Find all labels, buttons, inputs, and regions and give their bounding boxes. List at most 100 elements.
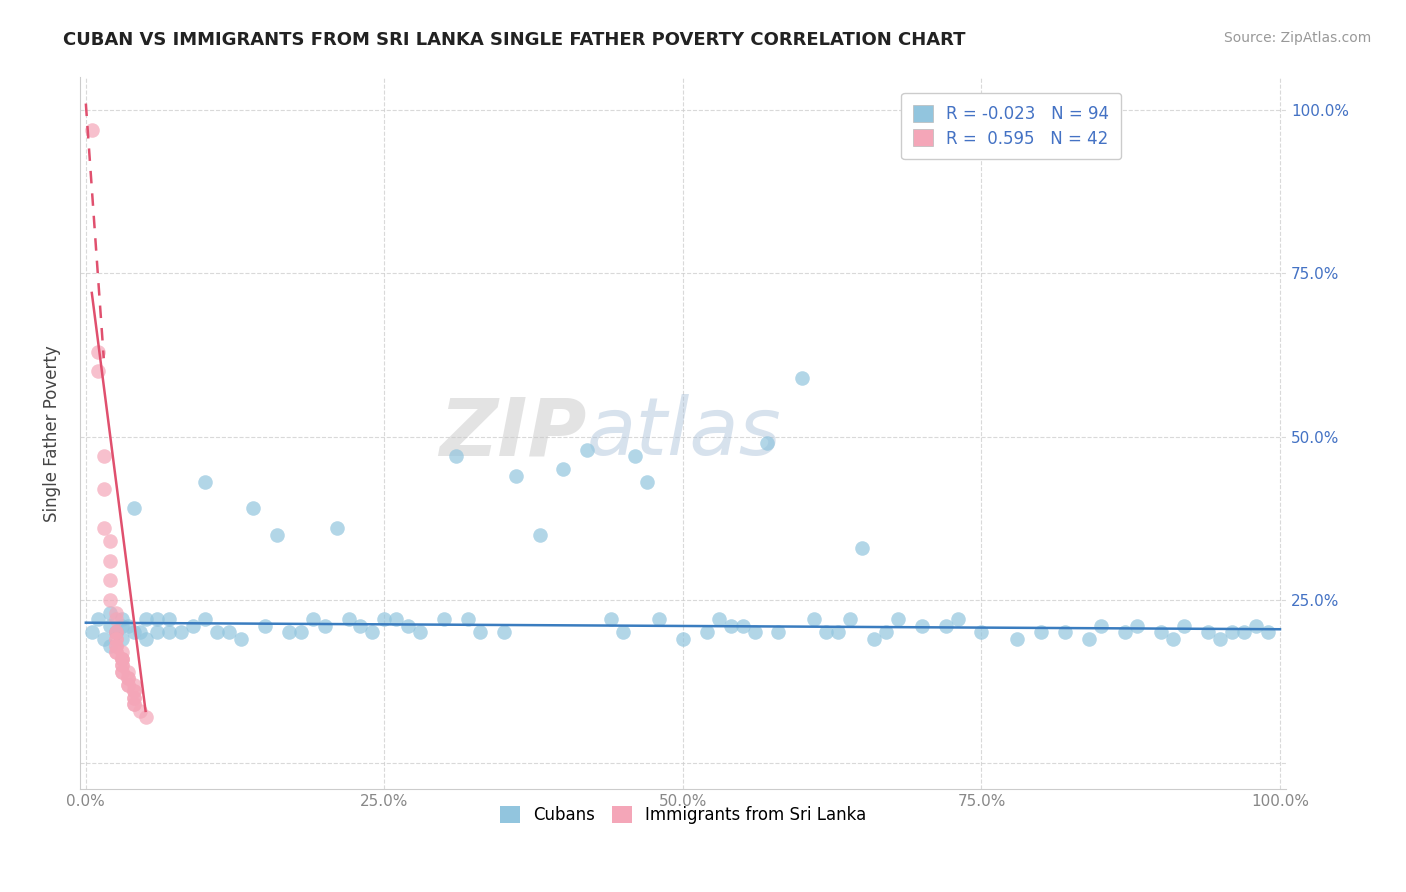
Point: [104, 625, 127, 640]
Point: [122, 690, 145, 705]
Point: [122, 690, 145, 705]
Point: [935, 619, 957, 633]
Point: [385, 612, 408, 626]
Point: [159, 625, 181, 640]
Point: [970, 625, 993, 640]
Point: [636, 475, 658, 490]
Point: [277, 625, 299, 640]
Point: [672, 632, 695, 646]
Point: [111, 619, 134, 633]
Point: [863, 632, 886, 646]
Point: [98, 639, 121, 653]
Point: [111, 645, 134, 659]
Point: [851, 541, 873, 555]
Y-axis label: Single Father Poverty: Single Father Poverty: [44, 345, 60, 522]
Point: [104, 612, 127, 626]
Point: [1161, 632, 1184, 646]
Point: [80, 122, 103, 136]
Point: [242, 501, 264, 516]
Point: [301, 612, 323, 626]
Point: [1125, 619, 1147, 633]
Text: atlas: atlas: [586, 394, 782, 473]
Point: [600, 612, 623, 626]
Point: [181, 619, 204, 633]
Point: [98, 574, 121, 588]
Point: [170, 625, 193, 640]
Point: [117, 678, 139, 692]
Point: [349, 619, 371, 633]
Point: [1077, 632, 1099, 646]
Point: [111, 651, 134, 665]
Point: [457, 612, 479, 626]
Point: [111, 665, 134, 679]
Point: [122, 698, 145, 712]
Point: [1007, 632, 1029, 646]
Point: [946, 612, 969, 626]
Point: [80, 625, 103, 640]
Point: [93, 521, 115, 535]
Point: [1114, 625, 1136, 640]
Point: [111, 632, 134, 646]
Point: [194, 612, 217, 626]
Point: [1233, 625, 1256, 640]
Point: [87, 364, 110, 378]
Point: [104, 625, 127, 640]
Point: [111, 612, 134, 626]
Point: [111, 665, 134, 679]
Point: [1197, 625, 1219, 640]
Point: [128, 704, 150, 718]
Point: [529, 527, 551, 541]
Point: [505, 468, 527, 483]
Point: [98, 592, 121, 607]
Point: [755, 436, 778, 450]
Point: [117, 665, 139, 679]
Point: [104, 625, 127, 640]
Point: [104, 625, 127, 640]
Point: [576, 442, 599, 457]
Point: [122, 684, 145, 698]
Point: [218, 625, 240, 640]
Point: [1257, 625, 1279, 640]
Point: [104, 639, 127, 653]
Point: [373, 612, 395, 626]
Point: [396, 619, 419, 633]
Point: [731, 619, 754, 633]
Point: [117, 671, 139, 685]
Point: [128, 625, 150, 640]
Point: [111, 651, 134, 665]
Point: [87, 344, 110, 359]
Point: [1031, 625, 1053, 640]
Point: [887, 612, 910, 626]
Point: [135, 710, 157, 724]
Point: [104, 645, 127, 659]
Point: [720, 619, 742, 633]
Point: [444, 449, 467, 463]
Point: [1090, 619, 1112, 633]
Point: [122, 678, 145, 692]
Point: [111, 658, 134, 673]
Point: [337, 612, 360, 626]
Point: [875, 625, 897, 640]
Point: [98, 534, 121, 549]
Point: [792, 371, 814, 385]
Point: [696, 625, 718, 640]
Point: [104, 632, 127, 646]
Point: [839, 612, 862, 626]
Point: [744, 625, 766, 640]
Legend: Cubans, Immigrants from Sri Lanka: Cubans, Immigrants from Sri Lanka: [489, 796, 876, 834]
Point: [815, 625, 838, 640]
Point: [111, 658, 134, 673]
Point: [135, 612, 157, 626]
Text: CUBAN VS IMMIGRANTS FROM SRI LANKA SINGLE FATHER POVERTY CORRELATION CHART: CUBAN VS IMMIGRANTS FROM SRI LANKA SINGL…: [63, 31, 966, 49]
Point: [122, 698, 145, 712]
Point: [98, 606, 121, 620]
Point: [553, 462, 575, 476]
Point: [1220, 625, 1243, 640]
Point: [361, 625, 384, 640]
Point: [104, 639, 127, 653]
Point: [707, 612, 730, 626]
Point: [1244, 619, 1267, 633]
Point: [111, 651, 134, 665]
Point: [325, 521, 347, 535]
Point: [266, 527, 288, 541]
